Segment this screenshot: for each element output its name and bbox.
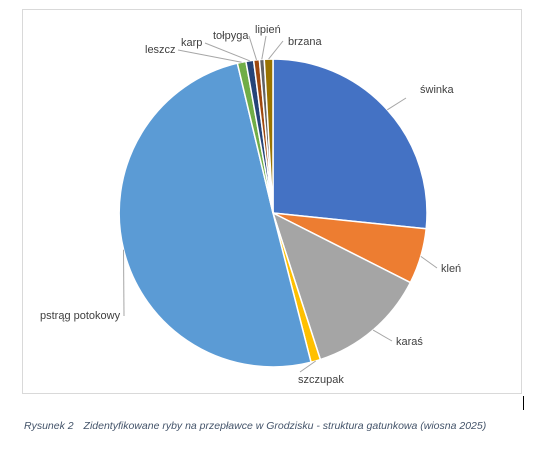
slice-label-0: świnka <box>420 84 455 96</box>
slice-label-9: brzana <box>288 36 323 48</box>
caption-text: Zidentyfikowane ryby na przepławce w Gro… <box>83 420 487 432</box>
figure-caption: Rysunek 2 Zidentyfikowane ryby na przepł… <box>24 420 486 432</box>
slice-label-5: leszcz <box>145 44 176 56</box>
leader-line-0 <box>387 97 407 111</box>
leader-line-9 <box>268 40 284 60</box>
text-cursor <box>523 396 524 410</box>
leader-line-1 <box>420 255 438 269</box>
leader-lines <box>123 35 438 373</box>
figure-number: Rysunek 2 <box>24 420 74 432</box>
slice-label-3: szczupak <box>298 374 344 386</box>
slice-label-2: karaś <box>396 336 423 348</box>
leader-line-7 <box>248 35 257 61</box>
slice-label-4: pstrąg potokowy <box>40 310 121 322</box>
slice-label-8: lipień <box>255 24 281 36</box>
pie-slice-0 <box>272 58 428 230</box>
pie-slice-2 <box>271 211 412 361</box>
pie-slices <box>118 58 428 368</box>
leader-line-6 <box>204 42 250 62</box>
slice-label-6: karp <box>181 37 202 49</box>
pie-slice-4 <box>118 62 312 368</box>
leader-line-5 <box>177 49 242 63</box>
leader-line-2 <box>372 329 393 342</box>
slice-label-7: tołpyga <box>213 30 249 42</box>
leader-line-3 <box>299 360 316 373</box>
slice-label-1: kleń <box>441 263 461 275</box>
slice-labels: świnka kleń karaś szczupak pstrąg potokowy le… <box>40 24 461 386</box>
leader-line-4 <box>123 249 125 317</box>
leader-line-8 <box>261 35 267 60</box>
